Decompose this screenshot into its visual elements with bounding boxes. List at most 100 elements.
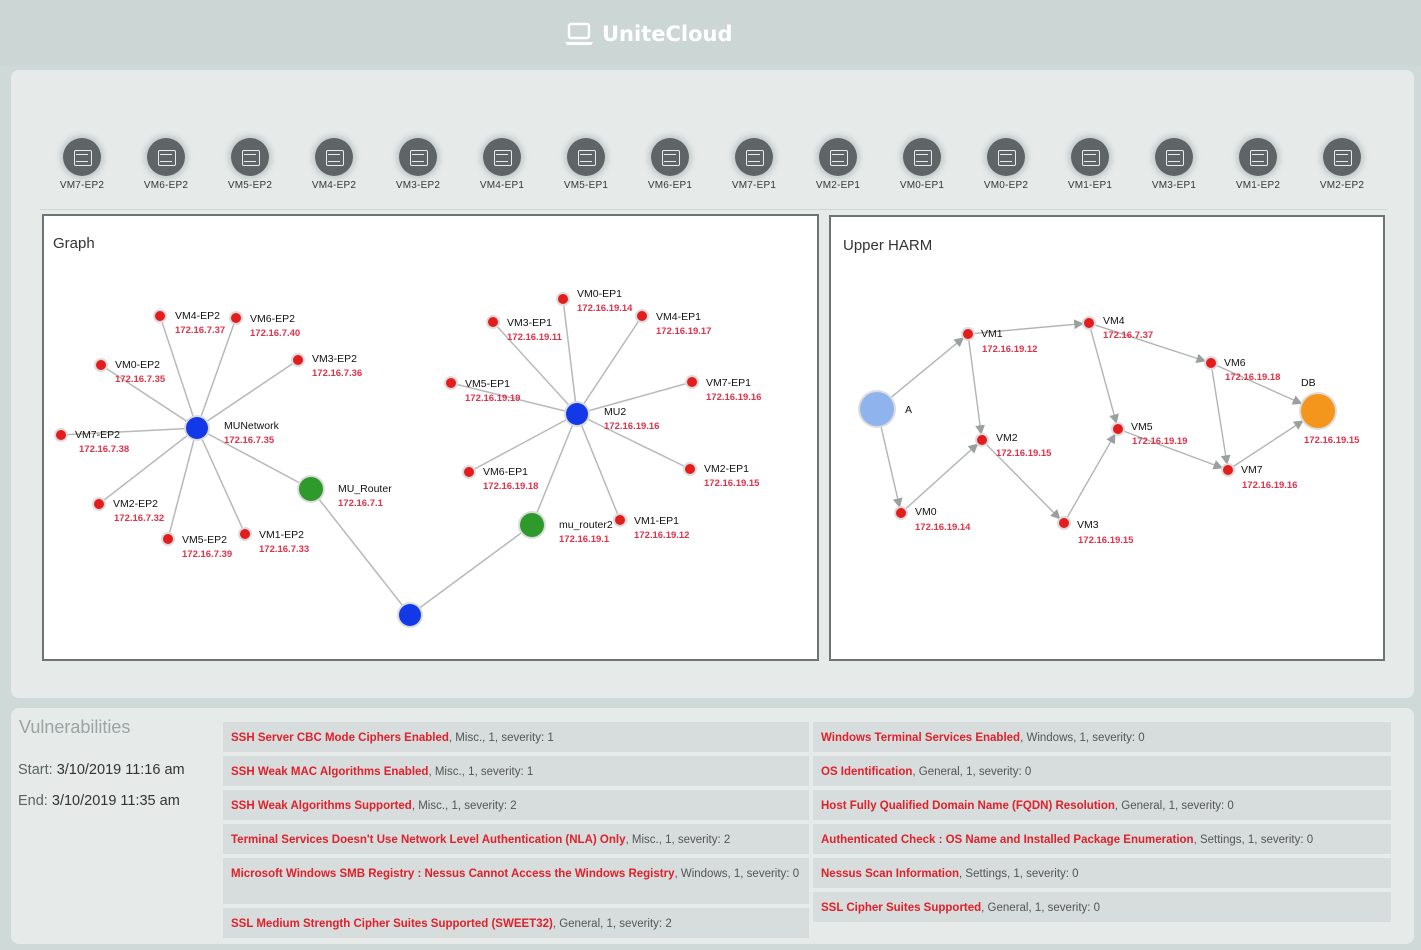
- graph-edge: [576, 315, 643, 415]
- harm-svg[interactable]: A VM1 172.16.19.12 VM4 172.16.7.37 VM6 172.16.…: [831, 217, 1383, 659]
- node-label: VM2: [996, 432, 1018, 444]
- vm-node-vm4-ep2[interactable]: VM4-EP2: [294, 138, 374, 191]
- vm-node-vm1-ep1[interactable]: VM1-EP1: [1050, 138, 1130, 191]
- harm-node-vm7[interactable]: VM7 172.16.19.16: [1221, 463, 1297, 491]
- graph-node-vm4ep2[interactable]: VM4-EP2 172.16.7.37: [153, 309, 225, 336]
- graph-node-vm1ep1[interactable]: VM1-EP1 172.16.19.12: [613, 513, 689, 541]
- harm-node-vm3[interactable]: VM3 172.16.19.15: [1057, 516, 1134, 546]
- vm-node-vm7-ep2[interactable]: VM7-EP2: [42, 138, 122, 191]
- node-ip: 172.16.7.40: [250, 328, 300, 339]
- graph-node-vm3ep1[interactable]: VM3-EP1 172.16.19.11: [486, 315, 563, 343]
- graph-edge: [576, 413, 691, 470]
- vulnerability-item[interactable]: Windows Terminal Services Enabled, Windo…: [813, 722, 1391, 752]
- node-dot: [1059, 518, 1069, 528]
- graph-node-vm6ep1[interactable]: VM6-EP1 172.16.19.18: [462, 465, 538, 492]
- vm-node-vm4-ep1[interactable]: VM4-EP1: [462, 138, 542, 191]
- node-dot: [163, 534, 173, 544]
- harm-node-vm1[interactable]: VM1 172.16.19.12: [961, 327, 1037, 355]
- vulnerability-item[interactable]: Nessus Scan Information, Settings, 1, se…: [813, 858, 1391, 888]
- vm-node-vm6-ep1[interactable]: VM6-EP1: [630, 138, 710, 191]
- node-dot: [896, 508, 906, 518]
- node-dot: [293, 355, 303, 365]
- vulnerability-detail: , General, 1, severity: 0: [1114, 800, 1234, 812]
- node-ip: 172.16.19.14: [915, 522, 971, 533]
- harm-node-vm6[interactable]: VM6 172.16.19.18: [1204, 356, 1280, 383]
- graph-edge: [492, 321, 578, 415]
- vm-node-vm2-ep2[interactable]: VM2-EP2: [1302, 138, 1382, 191]
- graph-canvas[interactable]: Graph MUNetwork 172.16.7.35 MU2 172.16.19.1…: [42, 214, 819, 661]
- vulnerabilities-heading: Vulnerabilities: [19, 717, 131, 737]
- graph-node-vm0ep1[interactable]: VM0-EP1 172.16.19.14: [556, 288, 633, 314]
- graph-node-vm4ep1[interactable]: VM4-EP1 172.16.19.17: [635, 309, 711, 337]
- harm-node-vm5[interactable]: VM5 172.16.19.19: [1111, 421, 1187, 447]
- graph-node-vm5ep2[interactable]: VM5-EP2 172.16.7.39: [161, 532, 232, 560]
- harm-node-vm2[interactable]: VM2 172.16.19.15: [975, 432, 1052, 459]
- harm-node-vm4[interactable]: VM4 172.16.7.37: [1082, 315, 1153, 341]
- graph-node-vm6ep2[interactable]: VM6-EP2 172.16.7.40: [229, 311, 300, 339]
- harm-canvas[interactable]: Upper HARM A VM1 172.16.19.12 VM4 172.16.7.3…: [829, 215, 1385, 661]
- vm-node-vm3-ep2[interactable]: VM3-EP2: [378, 138, 458, 191]
- vulnerability-name: Microsoft Windows SMB Registry : Nessus …: [231, 868, 675, 880]
- node-ip: 172.16.19.17: [656, 326, 711, 337]
- vulnerability-item[interactable]: SSH Weak MAC Algorithms Enabled, Misc., …: [223, 756, 809, 786]
- vm-node-vm2-ep1[interactable]: VM2-EP1: [798, 138, 878, 191]
- node-ip: 172.16.19.12: [634, 530, 689, 541]
- node-dot: [1084, 318, 1094, 328]
- graph-node-vm5ep1[interactable]: VM5-EP1 172.16.19.19: [444, 376, 520, 404]
- graph-svg[interactable]: MUNetwork 172.16.7.35 MU2 172.16.19.16 MU_Ro…: [44, 216, 817, 659]
- graph-node-vm7ep1[interactable]: VM7-EP1 172.16.19.16: [685, 375, 761, 403]
- vulnerability-item[interactable]: Host Fully Qualified Domain Name (FQDN) …: [813, 790, 1391, 820]
- vulnerability-item[interactable]: Terminal Services Doesn't Use Network Le…: [223, 824, 809, 854]
- server-icon: [819, 138, 857, 176]
- vulnerability-detail: , Misc., 1, severity: 1: [428, 766, 534, 778]
- graph-node-mu2[interactable]: MU2 172.16.19.16: [564, 401, 659, 432]
- graph-node-vm2ep1[interactable]: VM2-EP1 172.16.19.15: [683, 462, 760, 489]
- graph-node-vm7ep2[interactable]: VM7-EP2 172.16.7.38: [54, 428, 129, 455]
- vm-node-vm3-ep1[interactable]: VM3-EP1: [1134, 138, 1214, 191]
- graph-edge: [98, 427, 198, 505]
- vm-node-vm0-ep1[interactable]: VM0-EP1: [882, 138, 962, 191]
- node-dot: [399, 604, 421, 626]
- graph-node-vm3ep2[interactable]: VM3-EP2 172.16.7.36: [291, 353, 362, 379]
- vm-node-vm5-ep2[interactable]: VM5-EP2: [210, 138, 290, 191]
- vm-node-vm1-ep2[interactable]: VM1-EP2: [1218, 138, 1298, 191]
- node-ip: 172.16.19.15: [996, 448, 1052, 459]
- node-dot: [1113, 424, 1123, 434]
- vulnerability-item[interactable]: SSH Server CBC Mode Ciphers Enabled, Mis…: [223, 722, 809, 752]
- graph-node-vm0ep2[interactable]: VM0-EP2 172.16.7.35: [94, 358, 166, 385]
- scan-start: Start: 3/10/2019 11:16 am: [18, 762, 185, 778]
- harm-node-a[interactable]: A: [858, 390, 912, 428]
- harm-node-db[interactable]: DB 172.16.19.15: [1299, 377, 1360, 446]
- graph-node-hub[interactable]: [397, 602, 423, 628]
- node-dot: [231, 313, 241, 323]
- graph-node-murouter2[interactable]: mu_router2 172.16.19.1: [518, 511, 613, 545]
- vulnerability-name: SSL Cipher Suites Supported: [821, 902, 982, 914]
- vulnerability-detail: , Settings, 1, severity: 0: [1193, 834, 1314, 846]
- server-icon: [735, 138, 773, 176]
- graph-edge: [468, 413, 578, 473]
- graph-node-murouter[interactable]: MU_Router 172.16.7.1: [297, 475, 392, 509]
- vulnerability-name: Windows Terminal Services Enabled: [821, 732, 1021, 744]
- vm-node-vm7-ep1[interactable]: VM7-EP1: [714, 138, 794, 191]
- node-ip: 172.16.7.36: [312, 368, 362, 379]
- node-label: VM2-EP2: [113, 498, 158, 510]
- vulnerability-item[interactable]: SSL Cipher Suites Supported, General, 1,…: [813, 892, 1391, 922]
- vulnerability-item[interactable]: SSL Medium Strength Cipher Suites Suppor…: [223, 908, 809, 938]
- vulnerability-item[interactable]: Authenticated Check : OS Name and Instal…: [813, 824, 1391, 854]
- node-ip: 172.16.7.39: [182, 549, 232, 560]
- node-dot: [685, 464, 695, 474]
- scan-end: End: 3/10/2019 11:35 am: [18, 793, 180, 809]
- node-dot: [96, 360, 106, 370]
- vm-node-vm5-ep1[interactable]: VM5-EP1: [546, 138, 626, 191]
- graph-node-vm1ep2[interactable]: VM1-EP2 172.16.7.33: [238, 527, 309, 555]
- graph-node-munet[interactable]: MUNetwork 172.16.7.35: [184, 415, 280, 446]
- harm-node-vm0[interactable]: VM0 172.16.19.14: [894, 506, 971, 533]
- graph-node-vm2ep2[interactable]: VM2-EP2 172.16.7.32: [92, 497, 164, 524]
- node-ip: 172.16.19.12: [982, 344, 1037, 355]
- vm-node-vm6-ep2[interactable]: VM6-EP2: [126, 138, 206, 191]
- vm-node-vm0-ep2[interactable]: VM0-EP2: [966, 138, 1046, 191]
- server-icon: [987, 138, 1025, 176]
- vulnerability-item[interactable]: Microsoft Windows SMB Registry : Nessus …: [223, 858, 809, 904]
- vulnerability-item[interactable]: OS Identification, General, 1, severity:…: [813, 756, 1391, 786]
- vulnerability-item[interactable]: SSH Weak Algorithms Supported, Misc., 1,…: [223, 790, 809, 820]
